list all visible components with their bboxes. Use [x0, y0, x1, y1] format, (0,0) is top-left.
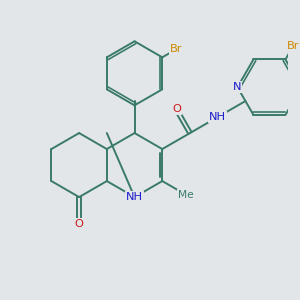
Text: NH: NH [209, 112, 226, 122]
Text: Br: Br [287, 40, 300, 51]
Text: O: O [172, 104, 181, 115]
Text: Br: Br [170, 44, 182, 54]
Text: Me: Me [178, 190, 194, 200]
Text: NH: NH [126, 192, 143, 202]
Text: O: O [75, 219, 84, 229]
Text: N: N [233, 82, 242, 92]
